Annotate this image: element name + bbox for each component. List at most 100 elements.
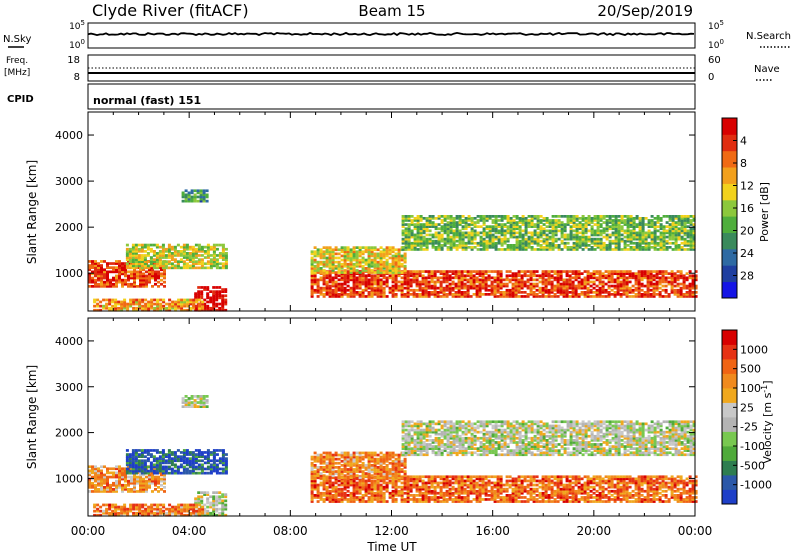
heatmap-cell bbox=[221, 264, 225, 268]
heatmap-cell bbox=[461, 215, 465, 218]
heatmap-cell bbox=[328, 262, 332, 266]
heatmap-cell bbox=[673, 280, 677, 284]
heatmap-cell bbox=[445, 272, 449, 275]
heatmap-cell bbox=[358, 291, 362, 294]
heatmap-cell bbox=[174, 304, 178, 308]
heatmap-cell bbox=[632, 221, 636, 224]
heatmap-cell bbox=[470, 219, 474, 222]
heatmap-cell bbox=[640, 295, 644, 298]
heatmap-cell bbox=[508, 295, 512, 298]
heatmap-cell bbox=[155, 254, 159, 257]
heatmap-cell bbox=[467, 246, 471, 249]
heatmap-cell bbox=[479, 244, 483, 247]
heatmap-cell bbox=[358, 500, 362, 503]
heatmap-cell bbox=[529, 282, 533, 286]
heatmap-cell bbox=[596, 223, 600, 226]
heatmap-cell bbox=[614, 215, 618, 218]
heatmap-cell bbox=[97, 268, 100, 272]
heatmap-cell bbox=[198, 306, 202, 310]
heatmap-cell bbox=[212, 513, 216, 517]
heatmap-cell bbox=[602, 235, 606, 239]
heatmap-cell bbox=[566, 219, 570, 222]
heatmap-cell bbox=[337, 288, 341, 292]
heatmap-cell bbox=[203, 511, 207, 515]
heatmap-cell bbox=[401, 248, 405, 251]
heatmap-cell bbox=[394, 284, 398, 288]
heatmap-cell bbox=[509, 233, 513, 237]
heatmap-cell bbox=[188, 247, 192, 251]
heatmap-cell bbox=[133, 488, 136, 491]
heatmap-cell bbox=[97, 469, 100, 473]
heatmap-cell bbox=[137, 469, 141, 473]
heatmap-cell bbox=[689, 223, 693, 226]
heatmap-cell bbox=[334, 246, 338, 249]
heatmap-cell bbox=[676, 270, 680, 273]
heatmap-cell bbox=[382, 282, 386, 286]
heatmap-cell bbox=[159, 302, 163, 306]
heatmap-cell bbox=[129, 304, 133, 308]
heatmap-cell bbox=[533, 239, 537, 243]
heatmap-cell bbox=[140, 260, 144, 263]
heatmap-cell bbox=[215, 465, 219, 469]
heatmap-cell bbox=[643, 295, 647, 298]
heatmap-cell bbox=[349, 286, 353, 290]
heatmap-cell bbox=[683, 215, 687, 218]
heatmap-cell bbox=[554, 239, 558, 243]
heatmap-cell bbox=[674, 215, 678, 218]
heatmap-cell bbox=[120, 505, 124, 509]
heatmap-cell bbox=[605, 219, 609, 222]
heatmap-cell bbox=[662, 237, 666, 241]
heatmap-cell bbox=[568, 286, 572, 290]
heatmap-cell bbox=[203, 304, 207, 308]
heatmap-cell bbox=[200, 453, 204, 456]
heatmap-cell bbox=[661, 280, 665, 284]
heatmap-cell bbox=[322, 252, 326, 256]
heatmap-cell bbox=[183, 513, 187, 517]
heatmap-cell bbox=[416, 248, 420, 251]
heatmap-cell bbox=[689, 227, 693, 231]
heatmap-cell bbox=[506, 239, 510, 243]
heatmap-cell bbox=[529, 284, 533, 288]
heatmap-cell bbox=[176, 471, 180, 475]
heatmap-cell bbox=[131, 258, 135, 261]
heatmap-cell bbox=[379, 260, 383, 264]
heatmap-cell bbox=[97, 477, 100, 481]
heatmap-cell bbox=[337, 252, 341, 256]
heatmap-cell bbox=[316, 254, 320, 258]
heatmap-cell bbox=[655, 282, 659, 286]
heatmap-cell bbox=[487, 288, 491, 292]
heatmap-cell bbox=[139, 477, 142, 481]
heatmap-cell bbox=[158, 461, 162, 465]
heatmap-cell bbox=[349, 254, 353, 258]
heatmap-cell bbox=[692, 239, 696, 243]
heatmap-cell bbox=[437, 237, 441, 241]
heatmap-cell bbox=[127, 490, 130, 493]
heatmap-cell bbox=[358, 491, 362, 495]
heatmap-cell bbox=[319, 260, 323, 264]
heatmap-cell bbox=[154, 479, 157, 483]
heatmap-cell bbox=[191, 256, 195, 259]
heatmap-cell bbox=[352, 293, 356, 296]
heatmap-cell bbox=[112, 481, 115, 485]
heatmap-cell bbox=[469, 280, 473, 284]
heatmap-cell bbox=[140, 254, 144, 257]
heatmap-cell bbox=[316, 248, 320, 252]
heatmap-cell bbox=[161, 465, 165, 469]
heatmap-cell bbox=[488, 237, 492, 241]
heatmap-cell bbox=[319, 293, 323, 296]
heatmap-cell bbox=[221, 455, 225, 458]
heatmap-cell bbox=[139, 282, 142, 286]
heatmap-cell bbox=[449, 248, 453, 251]
heatmap-cell bbox=[694, 286, 698, 290]
heatmap-cell bbox=[688, 291, 692, 294]
heatmap-cell bbox=[337, 278, 341, 282]
heatmap-cell bbox=[548, 225, 552, 228]
heatmap-cell bbox=[133, 473, 136, 477]
heatmap-cell bbox=[530, 231, 534, 235]
heatmap-cell bbox=[128, 258, 132, 261]
heatmap-cell bbox=[358, 498, 362, 501]
heatmap-cell bbox=[160, 268, 163, 272]
heatmap-cell bbox=[346, 272, 350, 275]
heatmap-cell bbox=[133, 276, 136, 280]
heatmap-cell bbox=[319, 498, 323, 501]
